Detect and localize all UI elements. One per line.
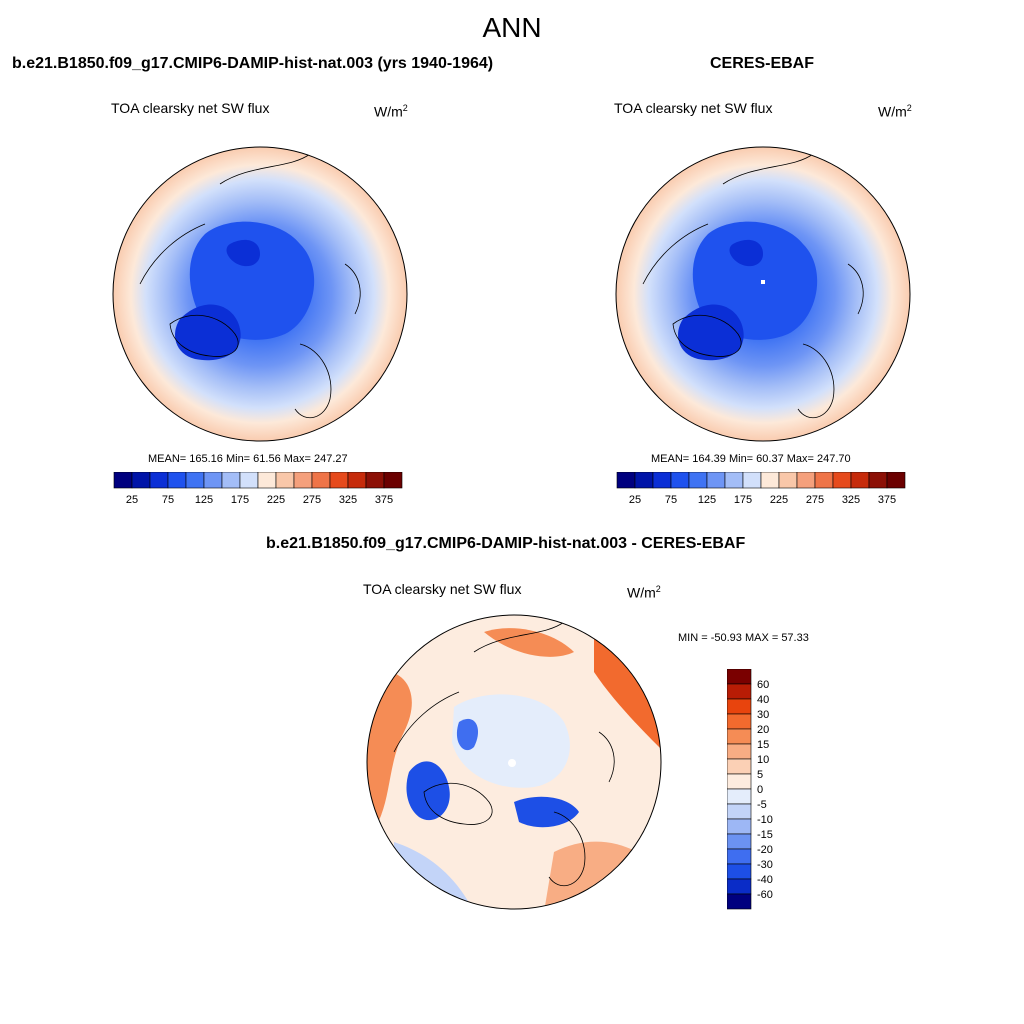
model-colorbar-box [131, 472, 151, 489]
model-colorbar-box [329, 472, 349, 489]
obs-colorbar-box [886, 472, 906, 489]
model-colorbar-tick-label: 25 [126, 494, 138, 506]
model-colorbar-tick-label: 225 [267, 494, 285, 506]
diff-colorbar-box [727, 728, 752, 745]
obs-colorbar-tick-label: 75 [665, 494, 677, 506]
model-polar-map [112, 146, 408, 442]
model-colorbar-box [257, 472, 277, 489]
diff-colorbar-box [727, 669, 752, 685]
obs-colorbar-box [652, 472, 672, 489]
diff-colorbar-box [727, 683, 752, 700]
model-variable-label: TOA clearsky net SW flux [111, 100, 270, 116]
diff-colorbar: 60 40 30 20 15 10 5 0 -5 -10 -15 -20 -30 -40 -60 [727, 669, 773, 910]
diff-colorbar-box [727, 833, 752, 850]
diff-colorbar-box [727, 818, 752, 835]
figure-title: ANN [482, 12, 542, 43]
diff-stats-text: MIN = -50.93 MAX = 57.33 [678, 632, 809, 644]
diff-colorbar-tick-label: 40 [757, 694, 769, 706]
diff-colorbar-tick-label: 5 [757, 769, 763, 781]
obs-colorbar-box [868, 472, 888, 489]
obs-variable-label: TOA clearsky net SW flux [614, 100, 773, 116]
diff-colorbar-tick-label: -5 [757, 799, 767, 811]
diff-colorbar-tick-label: 60 [757, 679, 769, 691]
model-stats-text: MEAN= 165.16 Min= 61.56 Max= 247.27 [148, 453, 348, 465]
obs-units-label: W/m2 [878, 103, 912, 120]
diff-colorbar-box [727, 743, 752, 760]
diff-colorbar-box [727, 863, 752, 880]
model-colorbar-box [275, 472, 295, 489]
model-colorbar-tick-label: 325 [339, 494, 357, 506]
model-colorbar-box [167, 472, 187, 489]
obs-polar-map [615, 146, 911, 442]
obs-colorbar-tick-label: 325 [842, 494, 860, 506]
model-colorbar-box [203, 472, 223, 489]
obs-stats-text: MEAN= 164.39 Min= 60.37 Max= 247.70 [651, 453, 851, 465]
model-colorbar-box [113, 472, 133, 489]
obs-colorbar-tick-label: 25 [629, 494, 641, 506]
model-colorbar: 25 75 125 175 225 275 325 375 [113, 472, 403, 506]
diff-colorbar-tick-label: -40 [757, 874, 773, 886]
diff-units-label: W/m2 [627, 584, 661, 601]
diff-colorbar-tick-label: -60 [757, 889, 773, 901]
diff-colorbar-tick-label: 15 [757, 739, 769, 751]
diff-colorbar-tick-label: -20 [757, 844, 773, 856]
model-colorbar-tick-label: 375 [375, 494, 393, 506]
obs-colorbar-box [760, 472, 780, 489]
obs-colorbar-box [670, 472, 690, 489]
diff-colorbar-box [727, 773, 752, 790]
obs-colorbar-box [778, 472, 798, 489]
model-colorbar-tick-label: 275 [303, 494, 321, 506]
model-colorbar-box [293, 472, 313, 489]
obs-colorbar-box [634, 472, 654, 489]
model-colorbar-box [347, 472, 367, 489]
diff-colorbar-box [727, 698, 752, 715]
diff-colorbar-tick-label: 0 [757, 784, 763, 796]
obs-colorbar-box [742, 472, 762, 489]
diff-polar-map [366, 614, 662, 910]
obs-colorbar-box [706, 472, 726, 489]
model-colorbar-tick-label: 125 [195, 494, 213, 506]
diff-colorbar-tick-label: 30 [757, 709, 769, 721]
diff-variable-label: TOA clearsky net SW flux [363, 581, 522, 597]
obs-colorbar-box [850, 472, 870, 489]
diff-colorbar-box [727, 893, 752, 910]
obs-panel-title: CERES-EBAF [710, 55, 815, 72]
obs-colorbar-box [616, 472, 636, 489]
model-colorbar-box [365, 472, 385, 489]
obs-colorbar-tick-label: 125 [698, 494, 716, 506]
diff-colorbar-box [727, 848, 752, 865]
model-colorbar-box [185, 472, 205, 489]
model-colorbar-box [221, 472, 241, 489]
model-colorbar-tick-label: 175 [231, 494, 249, 506]
diff-colorbar-tick-label: -30 [757, 859, 773, 871]
diff-colorbar-tick-label: 20 [757, 724, 769, 736]
model-colorbar-box [149, 472, 169, 489]
obs-colorbar-box [814, 472, 834, 489]
obs-colorbar-box [832, 472, 852, 489]
obs-colorbar: 25 75 125 175 225 275 325 375 [616, 472, 906, 506]
diff-colorbar-box [727, 803, 752, 820]
obs-colorbar-tick-label: 375 [878, 494, 896, 506]
obs-colorbar-tick-label: 275 [806, 494, 824, 506]
model-colorbar-box [383, 472, 403, 489]
diff-colorbar-box [727, 878, 752, 895]
obs-colorbar-tick-label: 225 [770, 494, 788, 506]
model-colorbar-box [239, 472, 259, 489]
model-colorbar-box [311, 472, 331, 489]
obs-colorbar-box [688, 472, 708, 489]
diff-panel-title: b.e21.B1850.f09_g17.CMIP6-DAMIP-hist-nat… [266, 535, 746, 552]
diff-colorbar-box [727, 758, 752, 775]
diff-colorbar-box [727, 788, 752, 805]
diff-colorbar-tick-label: 10 [757, 754, 769, 766]
obs-colorbar-tick-label: 175 [734, 494, 752, 506]
diff-colorbar-tick-label: -15 [757, 829, 773, 841]
model-units-label: W/m2 [374, 103, 408, 120]
obs-colorbar-box [724, 472, 744, 489]
diff-colorbar-tick-label: -10 [757, 814, 773, 826]
diff-colorbar-box [727, 713, 752, 730]
obs-colorbar-box [796, 472, 816, 489]
model-panel-title: b.e21.B1850.f09_g17.CMIP6-DAMIP-hist-nat… [12, 55, 494, 72]
model-colorbar-tick-label: 75 [162, 494, 174, 506]
